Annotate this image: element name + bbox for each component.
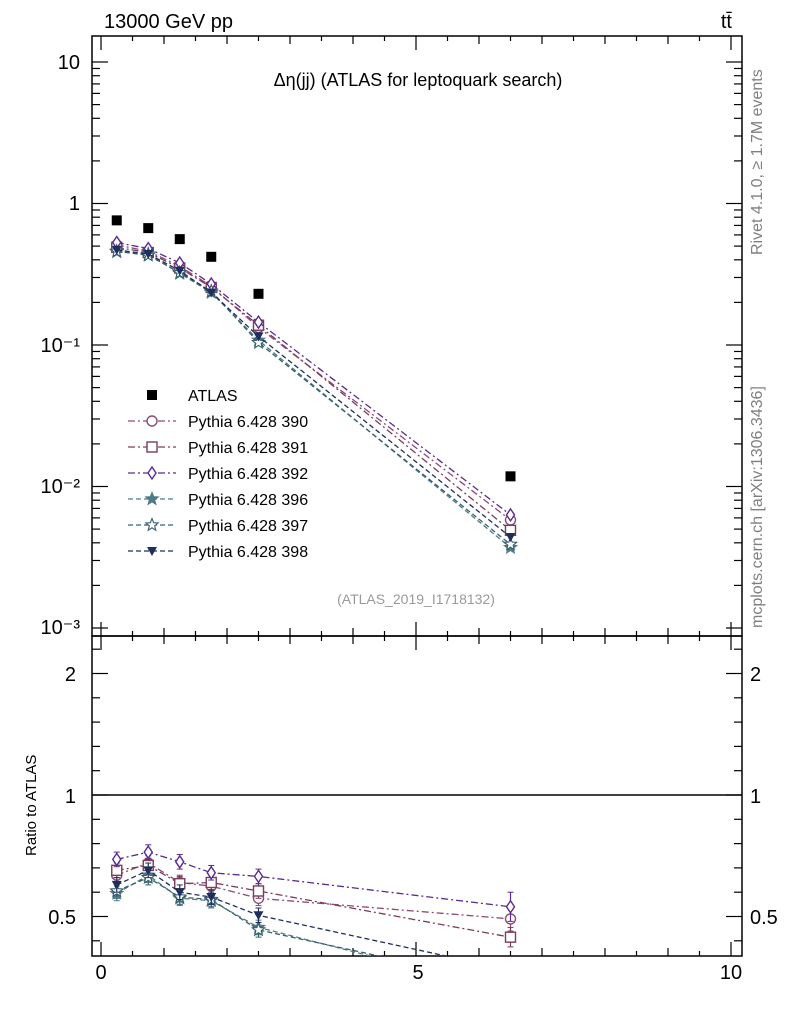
legend-label-397: Pythia 6.428 397 — [188, 518, 308, 535]
data-point-atlas — [253, 288, 264, 299]
ratio-point-pythia-6-428-398 — [143, 866, 154, 876]
ratio-y-tick-2: 2 — [65, 664, 76, 686]
y-tick-label-0.01: 10⁻² — [41, 476, 81, 498]
series-line-pythia-6-428-391 — [116, 246, 511, 531]
ratio-point-pythia-6-428-391 — [504, 931, 517, 943]
main-axis-ticks — [92, 36, 742, 636]
ratio-axis-ticks — [92, 636, 742, 956]
data-point-pythia-6-428-392 — [253, 314, 264, 330]
legend-marker-pythia-6-428-397 — [144, 516, 160, 532]
ratio-point-pythia-6-428-398 — [111, 880, 122, 890]
legend-label-atlas: ATLAS — [188, 388, 238, 405]
series-line-pythia-6-428-397 — [116, 250, 511, 545]
legend-label-398: Pythia 6.428 398 — [188, 544, 308, 561]
legend-marker-atlas — [147, 390, 157, 400]
main-series-layer — [109, 215, 519, 555]
ratio-point-pythia-6-428-392 — [206, 865, 217, 881]
data-point-atlas — [143, 223, 154, 234]
data-point-pythia-6-428-398 — [253, 332, 264, 342]
main-chart-title: Δη(jj) (ATLAS for leptoquark search) — [274, 70, 563, 90]
data-point-pythia-6-428-398 — [505, 532, 516, 542]
series-line-pythia-6-428-398 — [116, 249, 511, 538]
data-point-pythia-6-428-392 — [505, 507, 516, 523]
ratio-point-pythia-6-428-392 — [174, 854, 185, 870]
ratio-point-pythia-6-428-392 — [111, 852, 122, 867]
header-left-label: 13000 GeV pp — [104, 11, 233, 33]
legend-marker-pythia-6-428-391 — [146, 441, 158, 453]
ratio-point-pythia-6-428-398 — [174, 888, 185, 898]
data-point-pythia-6-428-398 — [206, 288, 217, 298]
ratio-point-pythia-6-428-391 — [252, 885, 265, 897]
header-right-label: tt̄ — [721, 11, 733, 33]
ratio-point-pythia-6-428-398 — [506, 966, 516, 975]
rivet-version-label: Rivet 4.1.0, ≥ 1.7M events — [749, 69, 766, 255]
ratio-point-pythia-6-428-392 — [505, 899, 516, 915]
legend-label-396: Pythia 6.428 396 — [188, 492, 308, 509]
ratio-point-pythia-6-428-396 — [504, 985, 516, 997]
y-tick-label-0.1: 10⁻¹ — [41, 335, 81, 357]
data-point-pythia-6-428-398 — [174, 266, 185, 276]
ratio-line-pythia-6-428-390 — [116, 862, 511, 920]
series-line-pythia-6-428-392 — [116, 241, 511, 516]
series-line-pythia-6-428-390 — [116, 244, 511, 521]
ratio-point-pythia-6-428-398 — [206, 893, 217, 903]
ratio-point-pythia-6-428-397 — [504, 978, 516, 990]
analysis-label: (ATLAS_2019_I1718132) — [337, 591, 495, 607]
legend-label-391: Pythia 6.428 391 — [188, 440, 308, 457]
mcplots-label: mcplots.cern.ch [arXiv:1306.3436] — [749, 386, 766, 628]
legend-label-390: Pythia 6.428 390 — [188, 414, 308, 431]
y-tick-label-1: 1 — [69, 193, 80, 215]
legend-marker-pythia-6-428-396 — [144, 490, 160, 506]
y-tick-label-10: 10 — [58, 52, 80, 74]
ratio-point-pythia-6-428-397 — [250, 921, 267, 937]
data-point-atlas — [206, 251, 217, 262]
ratio-y-tick-1: 1 — [65, 786, 76, 808]
ratio-y-tick-right-0.5: 0.5 — [750, 907, 778, 929]
legend: ATLAS Pythia 6.428 390 Pythia 6.428 391 … — [128, 388, 308, 561]
x-tick-label-5: 5 — [412, 962, 423, 984]
ratio-line-pythia-6-428-397 — [116, 876, 383, 956]
x-tick-label-10: 10 — [720, 962, 742, 984]
data-point-pythia-6-428-398 — [143, 249, 154, 259]
legend-marker-pythia-6-428-390 — [146, 415, 158, 427]
ratio-point-pythia-6-428-392 — [143, 844, 154, 860]
legend-marker-pythia-6-428-392 — [147, 465, 157, 481]
x-tick-label-0: 0 — [95, 962, 106, 984]
data-point-atlas — [505, 471, 516, 482]
data-point-atlas — [174, 234, 185, 245]
ratio-line-pythia-6-428-396 — [116, 874, 374, 956]
ratio-series-layer — [109, 844, 517, 997]
ratio-line-pythia-6-428-398 — [116, 869, 450, 956]
ratio-y-axis-label: Ratio to ATLAS — [23, 755, 40, 856]
ratio-point-pythia-6-428-398 — [253, 911, 264, 921]
ratio-point-pythia-6-428-392 — [253, 869, 264, 884]
ratio-y-tick-right-1: 1 — [750, 786, 761, 808]
data-point-pythia-6-428-398 — [111, 245, 122, 255]
legend-label-392: Pythia 6.428 392 — [188, 466, 308, 483]
ratio-line-pythia-6-428-392 — [116, 851, 511, 908]
data-point-pythia-6-428-397 — [502, 536, 519, 551]
y-tick-label-0.001: 10⁻³ — [41, 617, 81, 639]
ratio-panel-frame — [91, 635, 743, 957]
ratio-y-tick-right-2: 2 — [750, 664, 761, 686]
legend-marker-pythia-6-428-398 — [147, 547, 157, 556]
ratio-y-tick-0.5: 0.5 — [48, 907, 76, 929]
data-point-atlas — [111, 215, 122, 226]
series-line-pythia-6-428-396 — [116, 251, 511, 549]
